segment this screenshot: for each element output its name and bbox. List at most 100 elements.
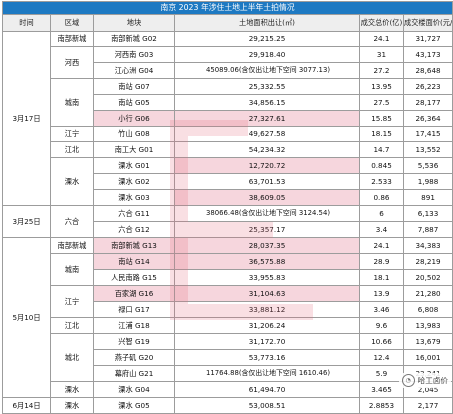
price-cell: 28.9 [359, 253, 404, 270]
plot-cell: 南工大 G01 [93, 141, 175, 158]
district-cell: 城南 [50, 78, 94, 127]
district-cell: 溧水 [50, 397, 94, 414]
district-cell: 江北 [50, 317, 94, 334]
price-cell: 9.6 [359, 317, 404, 334]
floor-price-cell: 26,223 [402, 78, 453, 95]
district-cell: 城南 [50, 253, 94, 286]
price-cell: 14.7 [359, 141, 404, 158]
price-cell: 10.66 [359, 333, 404, 350]
price-cell: 0.845 [359, 157, 404, 174]
price-cell: 27.2 [359, 62, 404, 79]
plot-cell: 江心洲 G04 [93, 62, 175, 79]
price-cell: 5.9 [359, 365, 404, 382]
price-cell: 13.95 [359, 78, 404, 95]
floor-price-cell: 16,001 [402, 349, 453, 366]
price-cell: 2.8853 [359, 397, 404, 414]
plot-cell: 溧水 G04 [93, 381, 175, 398]
district-cell: 江北 [50, 141, 94, 158]
area-cell: 31,206.24 [174, 317, 360, 334]
floor-price-cell: 13,679 [402, 333, 453, 350]
district-cell: 江宁 [50, 285, 94, 318]
floor-price-cell: 28,177 [402, 94, 453, 111]
area-cell: 25,357.17 [174, 221, 360, 238]
area-cell: 53,773.16 [174, 349, 360, 366]
floor-price-cell: 34,383 [402, 237, 453, 254]
area-cell: 33,955.83 [174, 269, 360, 286]
area-cell: 11764.88(含仅出让地下空间 1610.46) [174, 365, 360, 382]
area-cell: 38,609.05 [174, 189, 360, 206]
district-cell: 江宁 [50, 126, 94, 142]
floor-price-cell: 20,502 [402, 269, 453, 286]
price-cell: 15.85 [359, 110, 404, 127]
plot-cell: 溧水 G01 [93, 157, 175, 174]
plot-cell: 溧水 G05 [93, 397, 175, 414]
price-cell: 2.533 [359, 173, 404, 190]
floor-price-cell: 21,280 [402, 285, 453, 302]
area-cell: 25,332.55 [174, 78, 360, 95]
district-cell: 南部新城 [50, 237, 94, 254]
floor-price-cell: 2,177 [402, 397, 453, 414]
header-district: 区域 [50, 14, 94, 32]
floor-price-cell: 26,364 [402, 110, 453, 127]
district-cell: 城北 [50, 333, 94, 382]
area-cell: 29,918.40 [174, 46, 360, 63]
plot-cell: 南部新城 G02 [93, 31, 175, 47]
plot-cell: 百家湖 G16 [93, 285, 175, 302]
plot-cell: 南部新城 G13 [93, 237, 175, 254]
time-cell: 3月25日 [2, 205, 51, 238]
time-cell: 5月10日 [2, 237, 51, 398]
district-cell: 六合 [50, 205, 94, 238]
price-cell: 6 [359, 205, 404, 222]
floor-price-cell: 13,983 [402, 317, 453, 334]
area-cell: 36,575.88 [174, 253, 360, 270]
price-cell: 18.1 [359, 269, 404, 286]
plot-cell: 人民南路 G15 [93, 269, 175, 286]
area-cell: 34,856.15 [174, 94, 360, 111]
district-cell: 溧水 [50, 381, 94, 398]
price-cell: 3.4 [359, 221, 404, 238]
header-price: 成交总价(亿) [359, 14, 404, 32]
area-cell: 45089.06(含仅出让地下空间 3077.13) [174, 62, 360, 79]
header-floor-price: 成交楼面价(元/㎡) [402, 14, 453, 32]
plot-cell: 河西南 G03 [93, 46, 175, 63]
area-cell: 12,720.72 [174, 157, 360, 174]
plot-cell: 小行 G06 [93, 110, 175, 127]
price-cell: 13.9 [359, 285, 404, 302]
wechat-logo-icon: ◔ [401, 374, 415, 387]
area-cell: 27,327.61 [174, 110, 360, 127]
area-cell: 54,234.32 [174, 141, 360, 158]
area-cell: 28,037.35 [174, 237, 360, 254]
area-cell: 31,104.63 [174, 285, 360, 302]
area-cell: 29,215.25 [174, 31, 360, 47]
floor-price-cell: 6,808 [402, 301, 453, 318]
floor-price-cell: 5,536 [402, 157, 453, 174]
price-cell: 0.86 [359, 189, 404, 206]
time-cell: 3月17日 [2, 31, 51, 206]
area-cell: 31,172.70 [174, 333, 360, 350]
plot-cell: 六合 G12 [93, 221, 175, 238]
floor-price-cell: 31,727 [402, 31, 453, 47]
plot-cell: 南站 G05 [93, 94, 175, 111]
plot-cell: 溧水 G03 [93, 189, 175, 206]
district-cell: 溧水 [50, 157, 94, 206]
price-cell: 31 [359, 46, 404, 63]
floor-price-cell: 17,415 [402, 126, 453, 142]
plot-cell: 幕府山 G21 [93, 365, 175, 382]
time-cell: 6月14日 [2, 397, 51, 414]
plot-cell: 兴智 G19 [93, 333, 175, 350]
watermark-account-name: 哈工卤价 [417, 376, 448, 385]
price-cell: 24.1 [359, 237, 404, 254]
district-cell: 南部新城 [50, 31, 94, 47]
price-cell: 18.15 [359, 126, 404, 142]
table-title: 南京 2023 年涉住土地上半年土拍情况 [1, 1, 453, 15]
watermark-badge: ◔ 哈工卤价 [398, 373, 451, 388]
header-plot: 地块 [93, 14, 175, 32]
plot-cell: 南站 G07 [93, 78, 175, 95]
price-cell: 24.1 [359, 31, 404, 47]
floor-price-cell: 6,133 [402, 205, 453, 222]
plot-cell: 燕子矶 G20 [93, 349, 175, 366]
floor-price-cell: 28,219 [402, 253, 453, 270]
floor-price-cell: 43,173 [402, 46, 453, 63]
plot-cell: 六合 G11 [93, 205, 175, 222]
